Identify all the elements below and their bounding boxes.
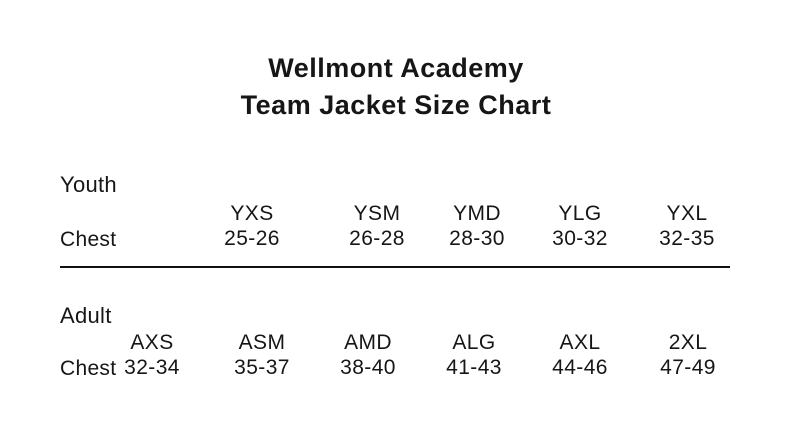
youth-chest-value: 28-30 <box>449 227 505 250</box>
page-title-line2: Team Jacket Size Chart <box>240 90 552 120</box>
youth-chest-value: 30-32 <box>552 227 608 250</box>
adult-chest-value: 44-46 <box>552 356 608 379</box>
adult-size-header: ALG <box>452 331 496 354</box>
youth-chest-value: 25-26 <box>224 227 280 250</box>
youth-section-label: Youth <box>60 172 117 197</box>
page-title-line1: Wellmont Academy <box>268 53 524 83</box>
youth-chest-value: 32-35 <box>659 227 715 250</box>
adult-size-header: ASM <box>238 331 286 354</box>
youth-chest-row-label: Chest <box>60 228 117 251</box>
adult-chest-value: 32-34 <box>124 356 180 379</box>
adult-size-header: AXS <box>130 331 174 354</box>
adult-size-header: AMD <box>344 331 392 354</box>
section-divider <box>60 266 730 268</box>
page-title: Wellmont Academy Team Jacket Size Chart <box>0 50 792 124</box>
adult-chest-value: 38-40 <box>340 356 396 379</box>
adult-section-label: Adult <box>60 303 112 328</box>
youth-chest-value: 26-28 <box>349 227 405 250</box>
youth-size-header: YXS <box>230 202 274 225</box>
adult-size-header: 2XL <box>668 331 708 354</box>
adult-chest-value: 41-43 <box>446 356 502 379</box>
adult-size-header: AXL <box>559 331 601 354</box>
youth-size-header: YMD <box>453 202 501 225</box>
youth-size-header: YSM <box>353 202 401 225</box>
adult-chest-value: 47-49 <box>660 356 716 379</box>
adult-chest-row-label: Chest <box>60 357 117 380</box>
youth-size-header: YXL <box>666 202 708 225</box>
adult-chest-value: 35-37 <box>234 356 290 379</box>
youth-size-header: YLG <box>558 202 602 225</box>
